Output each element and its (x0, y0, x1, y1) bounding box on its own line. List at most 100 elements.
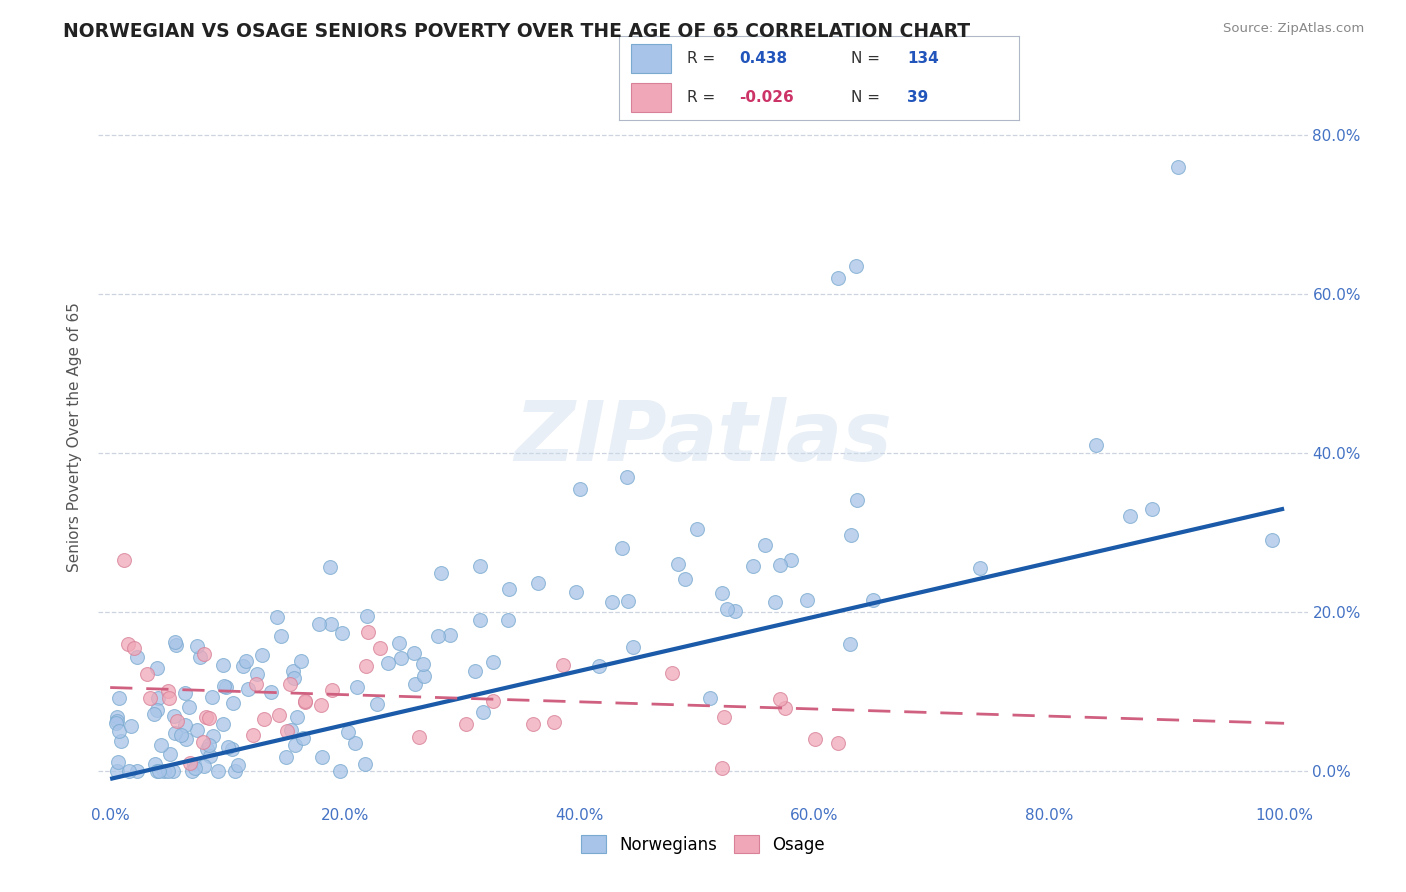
Point (588, 659, 610, 673)
Point (716, 602, 738, 616)
Text: 0.438: 0.438 (740, 51, 787, 66)
Point (110, 734, 132, 748)
Point (217, 739, 239, 754)
Point (283, 671, 305, 685)
Point (354, 757, 377, 772)
Point (408, 730, 430, 744)
Point (180, 764, 202, 778)
Point (377, 656, 399, 670)
Point (166, 714, 188, 728)
Point (472, 705, 495, 719)
Point (666, 558, 689, 572)
Point (186, 723, 208, 737)
Point (125, 649, 148, 664)
Point (329, 764, 352, 778)
Point (775, 700, 797, 714)
Point (308, 616, 330, 631)
Point (464, 664, 486, 678)
Point (195, 710, 218, 724)
Point (430, 566, 453, 581)
Point (290, 654, 312, 668)
Point (163, 635, 186, 649)
Point (270, 629, 292, 643)
Point (1085, 438, 1108, 452)
Point (769, 692, 792, 706)
Point (235, 654, 257, 668)
Point (621, 640, 644, 654)
Point (553, 658, 575, 673)
Point (763, 595, 786, 609)
Point (1167, 160, 1189, 174)
Point (754, 537, 776, 551)
Point (162, 764, 184, 778)
Point (149, 738, 172, 752)
Point (713, 710, 735, 724)
Point (482, 694, 505, 708)
Point (215, 680, 238, 694)
Point (108, 723, 131, 738)
Point (838, 637, 860, 651)
Point (427, 629, 450, 643)
Point (267, 707, 290, 722)
Text: -0.026: -0.026 (740, 90, 793, 105)
Point (600, 595, 623, 609)
Point (321, 616, 343, 631)
Point (311, 750, 333, 764)
Point (146, 690, 169, 705)
Point (522, 716, 544, 731)
Point (661, 666, 683, 681)
Point (387, 636, 409, 650)
Point (617, 594, 640, 608)
Point (107, 755, 129, 769)
Point (287, 710, 309, 724)
Point (179, 756, 201, 770)
Point (389, 651, 412, 665)
Point (741, 558, 763, 573)
Point (125, 764, 148, 778)
Point (253, 712, 276, 726)
Point (202, 729, 225, 743)
Point (468, 613, 491, 627)
Point (356, 659, 378, 673)
Point (142, 706, 165, 721)
Point (827, 271, 849, 285)
Point (278, 677, 301, 691)
Point (1261, 533, 1284, 548)
Point (108, 691, 131, 706)
Point (232, 659, 254, 673)
Text: ZIPatlas: ZIPatlas (515, 397, 891, 477)
Point (846, 493, 869, 508)
Point (112, 553, 135, 567)
Point (193, 735, 215, 749)
Point (222, 696, 245, 710)
Point (319, 559, 342, 574)
Point (292, 731, 315, 746)
Text: N =: N = (851, 90, 880, 105)
Point (413, 669, 436, 683)
Point (498, 582, 520, 596)
Point (193, 758, 215, 772)
Point (439, 628, 461, 642)
Point (183, 757, 205, 772)
Point (198, 748, 221, 763)
Point (803, 732, 825, 747)
Point (246, 666, 269, 681)
Point (839, 528, 862, 542)
Y-axis label: Seniors Poverty Over the Age of 65: Seniors Poverty Over the Age of 65 (67, 302, 83, 572)
Point (564, 585, 586, 599)
Point (221, 742, 243, 756)
Point (568, 482, 591, 496)
Point (294, 694, 316, 708)
Point (157, 684, 180, 698)
Point (198, 711, 221, 725)
Point (616, 470, 638, 484)
Point (105, 764, 128, 778)
Point (827, 736, 849, 750)
Point (526, 575, 548, 590)
Point (105, 714, 128, 729)
Point (184, 761, 207, 775)
Point (276, 723, 298, 738)
Point (177, 700, 200, 714)
Point (686, 521, 709, 535)
Point (496, 613, 519, 627)
